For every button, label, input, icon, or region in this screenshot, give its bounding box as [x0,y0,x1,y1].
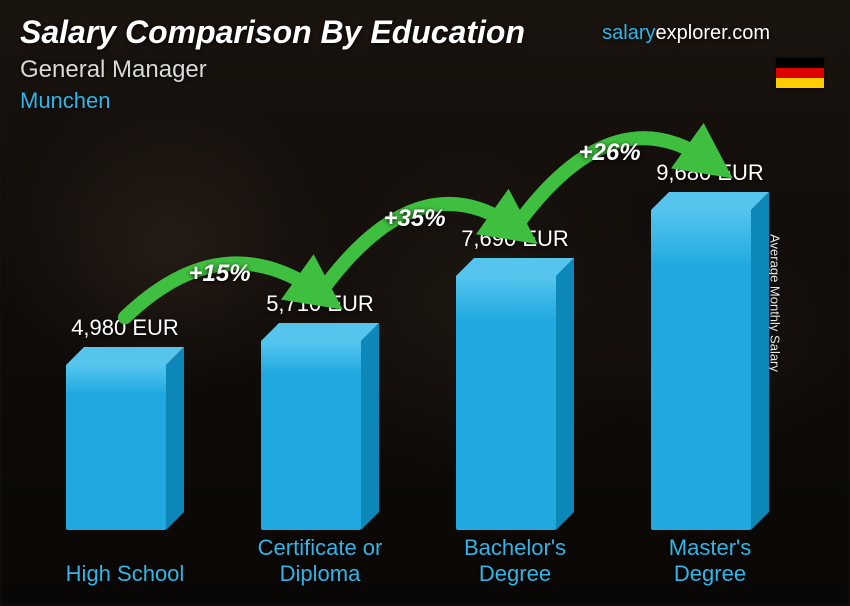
flag-stripe-1 [776,68,824,78]
bar-side-face [556,258,574,530]
bar-side-face [166,347,184,530]
bar-top-face [456,258,574,276]
bar-top-face [66,347,184,365]
bar-front-face [261,341,361,530]
chart-title: Salary Comparison By Education [20,14,525,51]
branding-suffix: explorer [656,22,727,44]
branding-tld: .com [727,22,770,44]
increase-percent-label: +35% [384,205,446,233]
bar [66,347,184,530]
chart-subtitle: General Manager [20,56,207,84]
bar-value-label: 7,690 EUR [420,226,610,252]
infographic-container: Salary Comparison By Education General M… [0,0,850,606]
flag-stripe-2 [776,78,824,88]
bar-category-label: High School [30,561,220,586]
bar-category-label: Bachelor'sDegree [420,535,610,586]
bar [456,258,574,530]
bar-front-face [456,276,556,530]
bar-value-label: 5,710 EUR [225,291,415,317]
bar-top-face [261,323,379,341]
germany-flag-icon [776,58,824,88]
bar-value-label: 4,980 EUR [30,315,220,341]
bar-side-face [751,192,769,530]
branding-text: salaryexplorer.com [602,22,770,45]
bar [651,192,769,530]
branding-prefix: salary [602,22,655,44]
increase-percent-label: +26% [579,139,641,167]
bar-category-label: Master'sDegree [615,535,805,586]
flag-stripe-0 [776,58,824,68]
bar-chart: High School 4,980 EUR Certificate orDiplom… [30,120,800,586]
bar-top-face [651,192,769,210]
bar-front-face [66,365,166,530]
increase-percent-label: +15% [189,260,251,288]
chart-location: Munchen [20,88,111,114]
bar-side-face [361,323,379,530]
bar-value-label: 9,680 EUR [615,160,805,186]
bar-front-face [651,210,751,530]
bar [261,323,379,530]
bar-category-label: Certificate orDiploma [225,535,415,586]
